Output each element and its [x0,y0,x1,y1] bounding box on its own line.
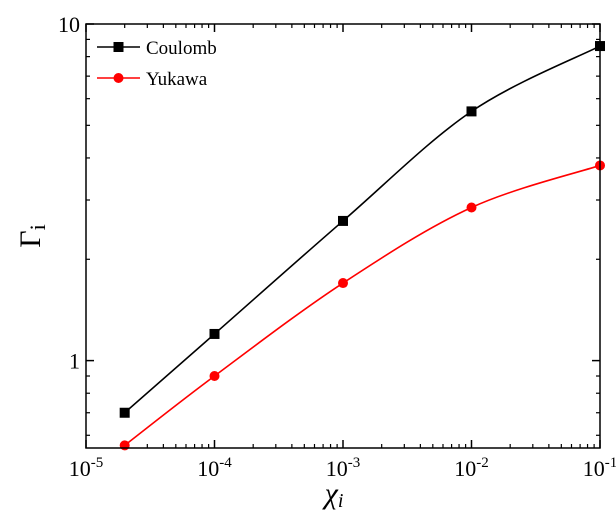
x-tick-label-base: 10 [69,456,91,481]
legend-entry-yukawa: Yukawa [97,69,208,90]
data-point-yukawa [338,278,348,289]
legend-label-coulomb: Coulomb [146,38,217,59]
legend-marker-coulomb [113,42,124,52]
x-tick-label-exp: -1 [605,455,616,471]
data-point-coulomb [466,106,477,117]
y-tick-labels: 1 10 [58,12,80,374]
plot-area [86,24,600,448]
x-tick-label-base: 10 [326,456,348,481]
legend: Coulomb Yukawa [97,38,217,90]
x-tick-label-exp: -4 [219,455,232,471]
x-tick-label: 10-4 [197,455,232,481]
data-point-yukawa [209,371,220,382]
data-point-coulomb [338,215,348,226]
data-point-yukawa [119,440,130,451]
x-axis-label-main: χ [322,477,339,510]
data-point-coulomb [119,407,130,418]
plot-frame [85,23,601,449]
x-tick-label-base: 10 [454,456,476,481]
data-point-coulomb [209,328,220,339]
x-axis-label: χi [322,477,344,510]
x-tick-label-exp: -3 [348,455,361,471]
legend-entry-coulomb: Coulomb [97,38,217,59]
x-tick-label: 10-5 [69,455,104,481]
y-tick-label: 1 [69,349,80,374]
x-tick-labels: 10-5 10-4 10-3 10-2 10-1 [69,455,616,481]
x-tick-label-exp: -5 [91,455,104,471]
x-tick-label: 10-2 [454,455,489,481]
data-point-yukawa [466,202,477,213]
x-tick-label: 10-3 [326,455,361,481]
x-axis-label-sub: i [338,490,344,510]
legend-marker-yukawa [113,73,124,83]
x-tick-label-base: 10 [583,456,605,481]
y-tick-label: 10 [58,12,80,37]
x-tick-label-base: 10 [197,456,219,481]
y-axis-label-main: Γ [14,230,47,247]
series-yukawa [119,160,605,451]
y-axis-label: Γi [14,224,50,247]
x-tick-label: 10-1 [583,455,616,481]
x-tick-label-exp: -2 [476,455,489,471]
legend-label-yukawa: Yukawa [146,69,208,90]
y-axis-label-sub: i [25,224,50,230]
